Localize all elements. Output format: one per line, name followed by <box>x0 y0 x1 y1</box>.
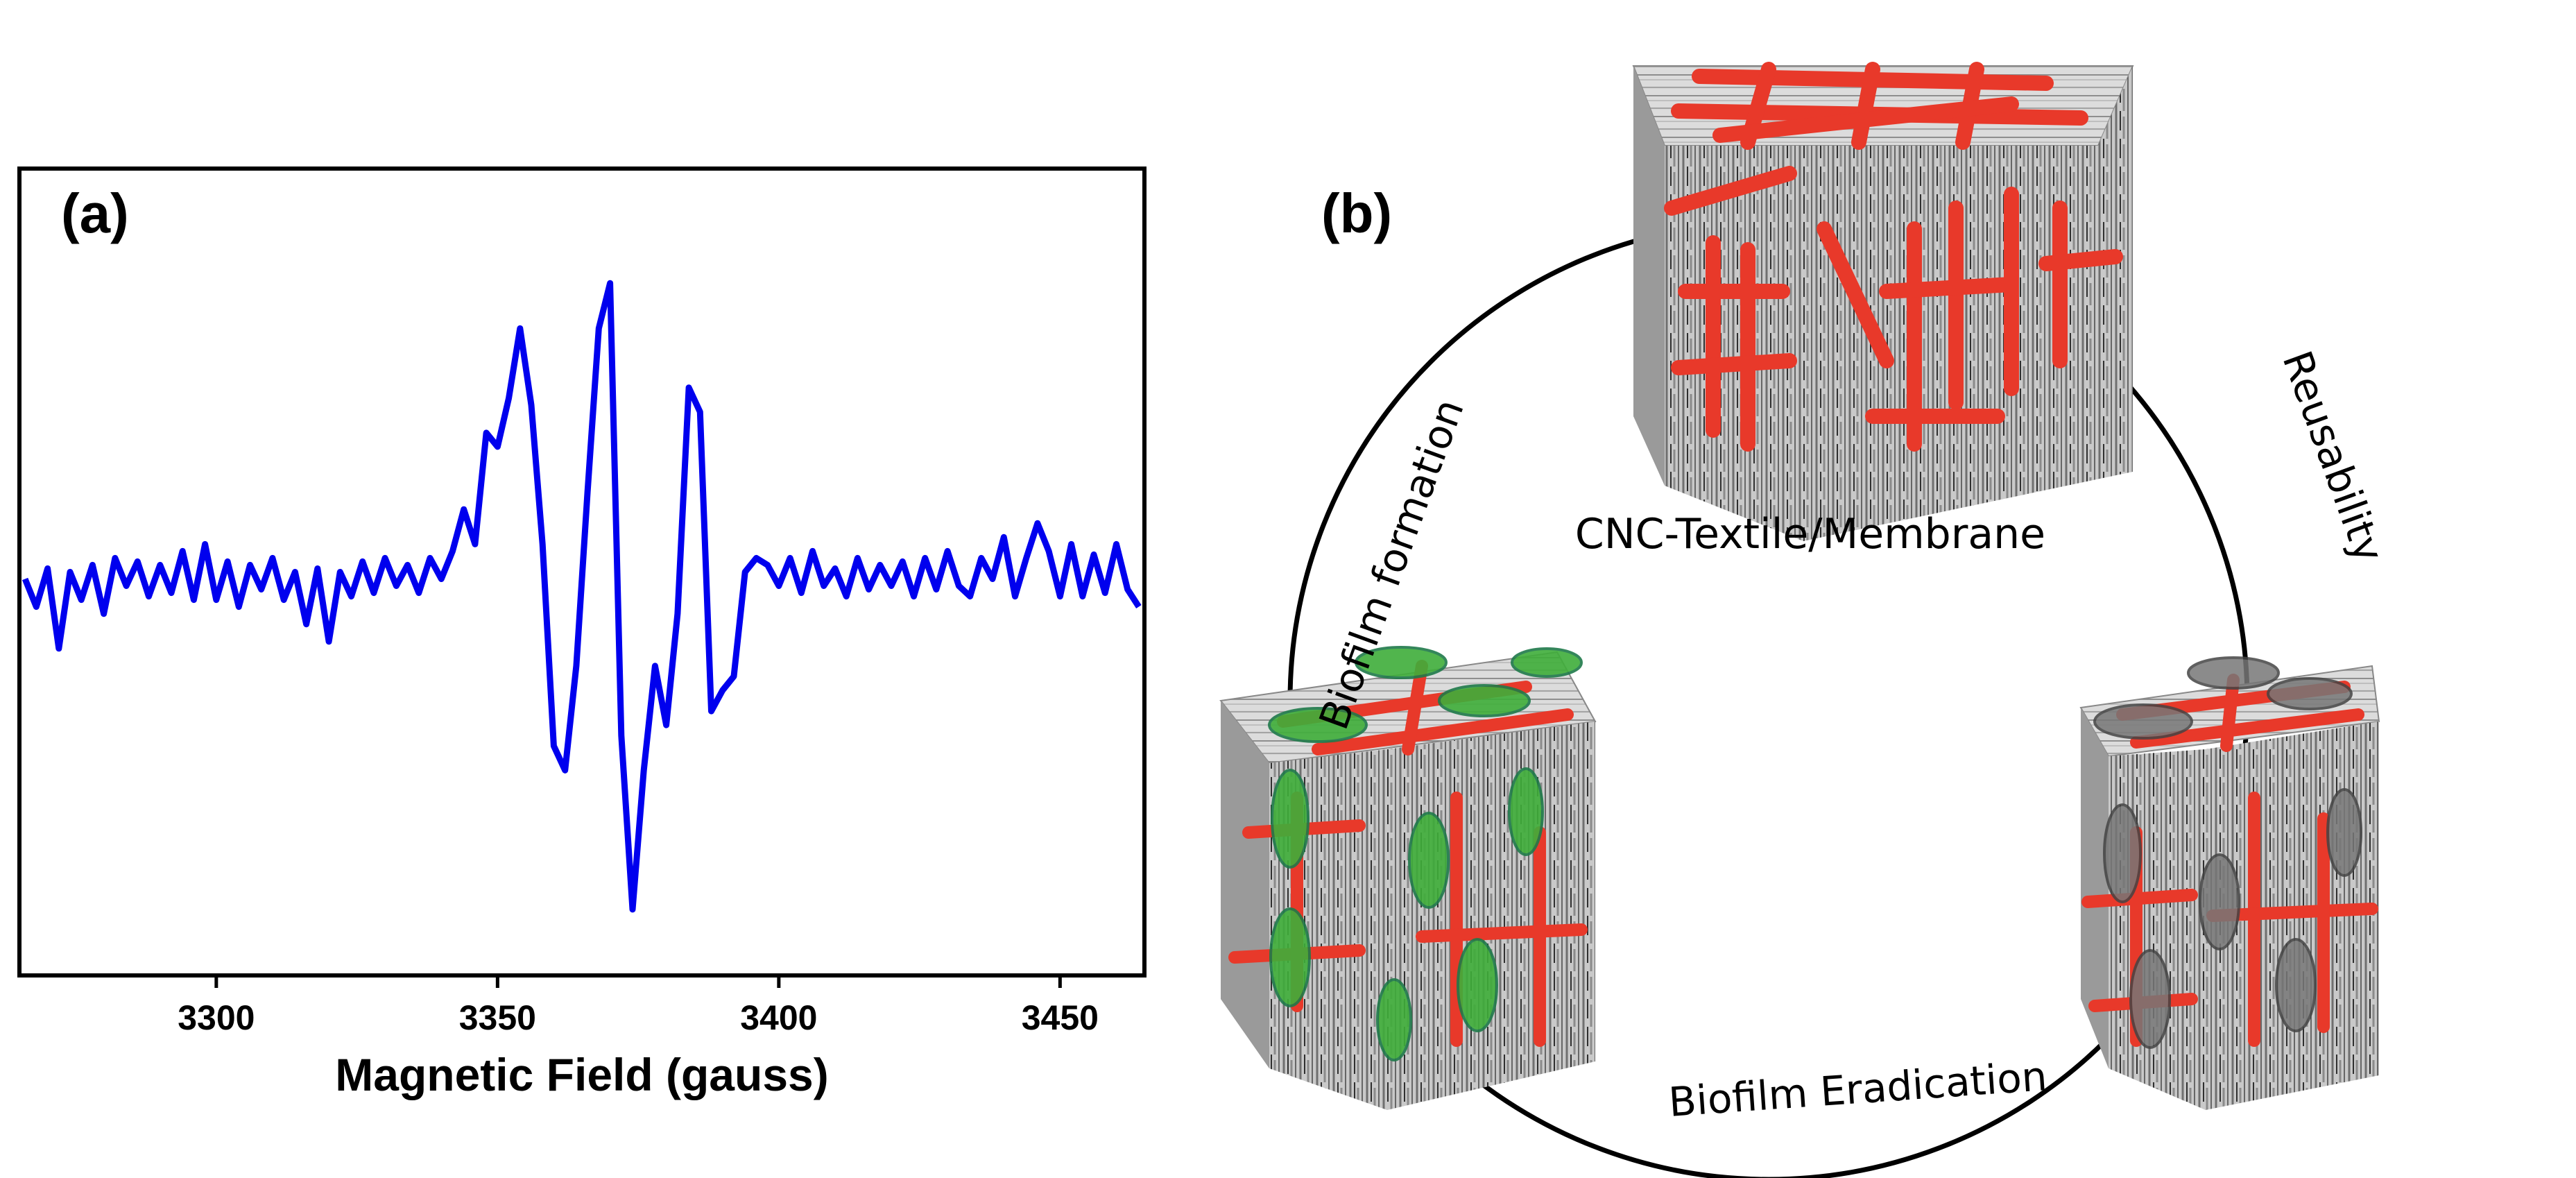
epr-signal-line <box>22 280 1142 913</box>
x-axis-tick-labels: 3300 3350 3400 3450 <box>178 998 1099 1037</box>
cube-biofilm-formed <box>1219 646 1597 1110</box>
biofilm-cycle-schematic: (b) CNC-Textile/Membrane <box>1219 62 2393 1178</box>
panel-label-a: (a) <box>61 182 129 244</box>
live-bacteria <box>1268 646 1583 1061</box>
x-tick-label: 3300 <box>178 998 255 1037</box>
cnc-textile-caption: CNC-Textile/Membrane <box>1575 510 2045 558</box>
arc-label-biofilm-eradication: Biofilm Eradication <box>1667 1052 2049 1126</box>
x-axis-title: Magnetic Field (gauss) <box>335 1049 828 1100</box>
cube-cnc-textile: CNC-Textile/Membrane <box>1575 62 2134 558</box>
red-fibers <box>1664 62 2123 452</box>
panel-label-b: (b) <box>1321 182 1392 244</box>
cube-biofilm-eradicated <box>2079 656 2380 1110</box>
x-tick-label: 3350 <box>459 998 536 1037</box>
arc-label-reusability: Reusability <box>2273 345 2393 568</box>
x-tick-label: 3450 <box>1022 998 1099 1037</box>
dead-bacteria <box>2093 656 2362 1049</box>
x-tick-label: 3400 <box>740 998 817 1037</box>
x-axis-ticks <box>214 975 1062 988</box>
epr-spectrum-chart: (a) 3300 3350 3400 3450 Magnetic Field (gau… <box>17 167 1147 1100</box>
